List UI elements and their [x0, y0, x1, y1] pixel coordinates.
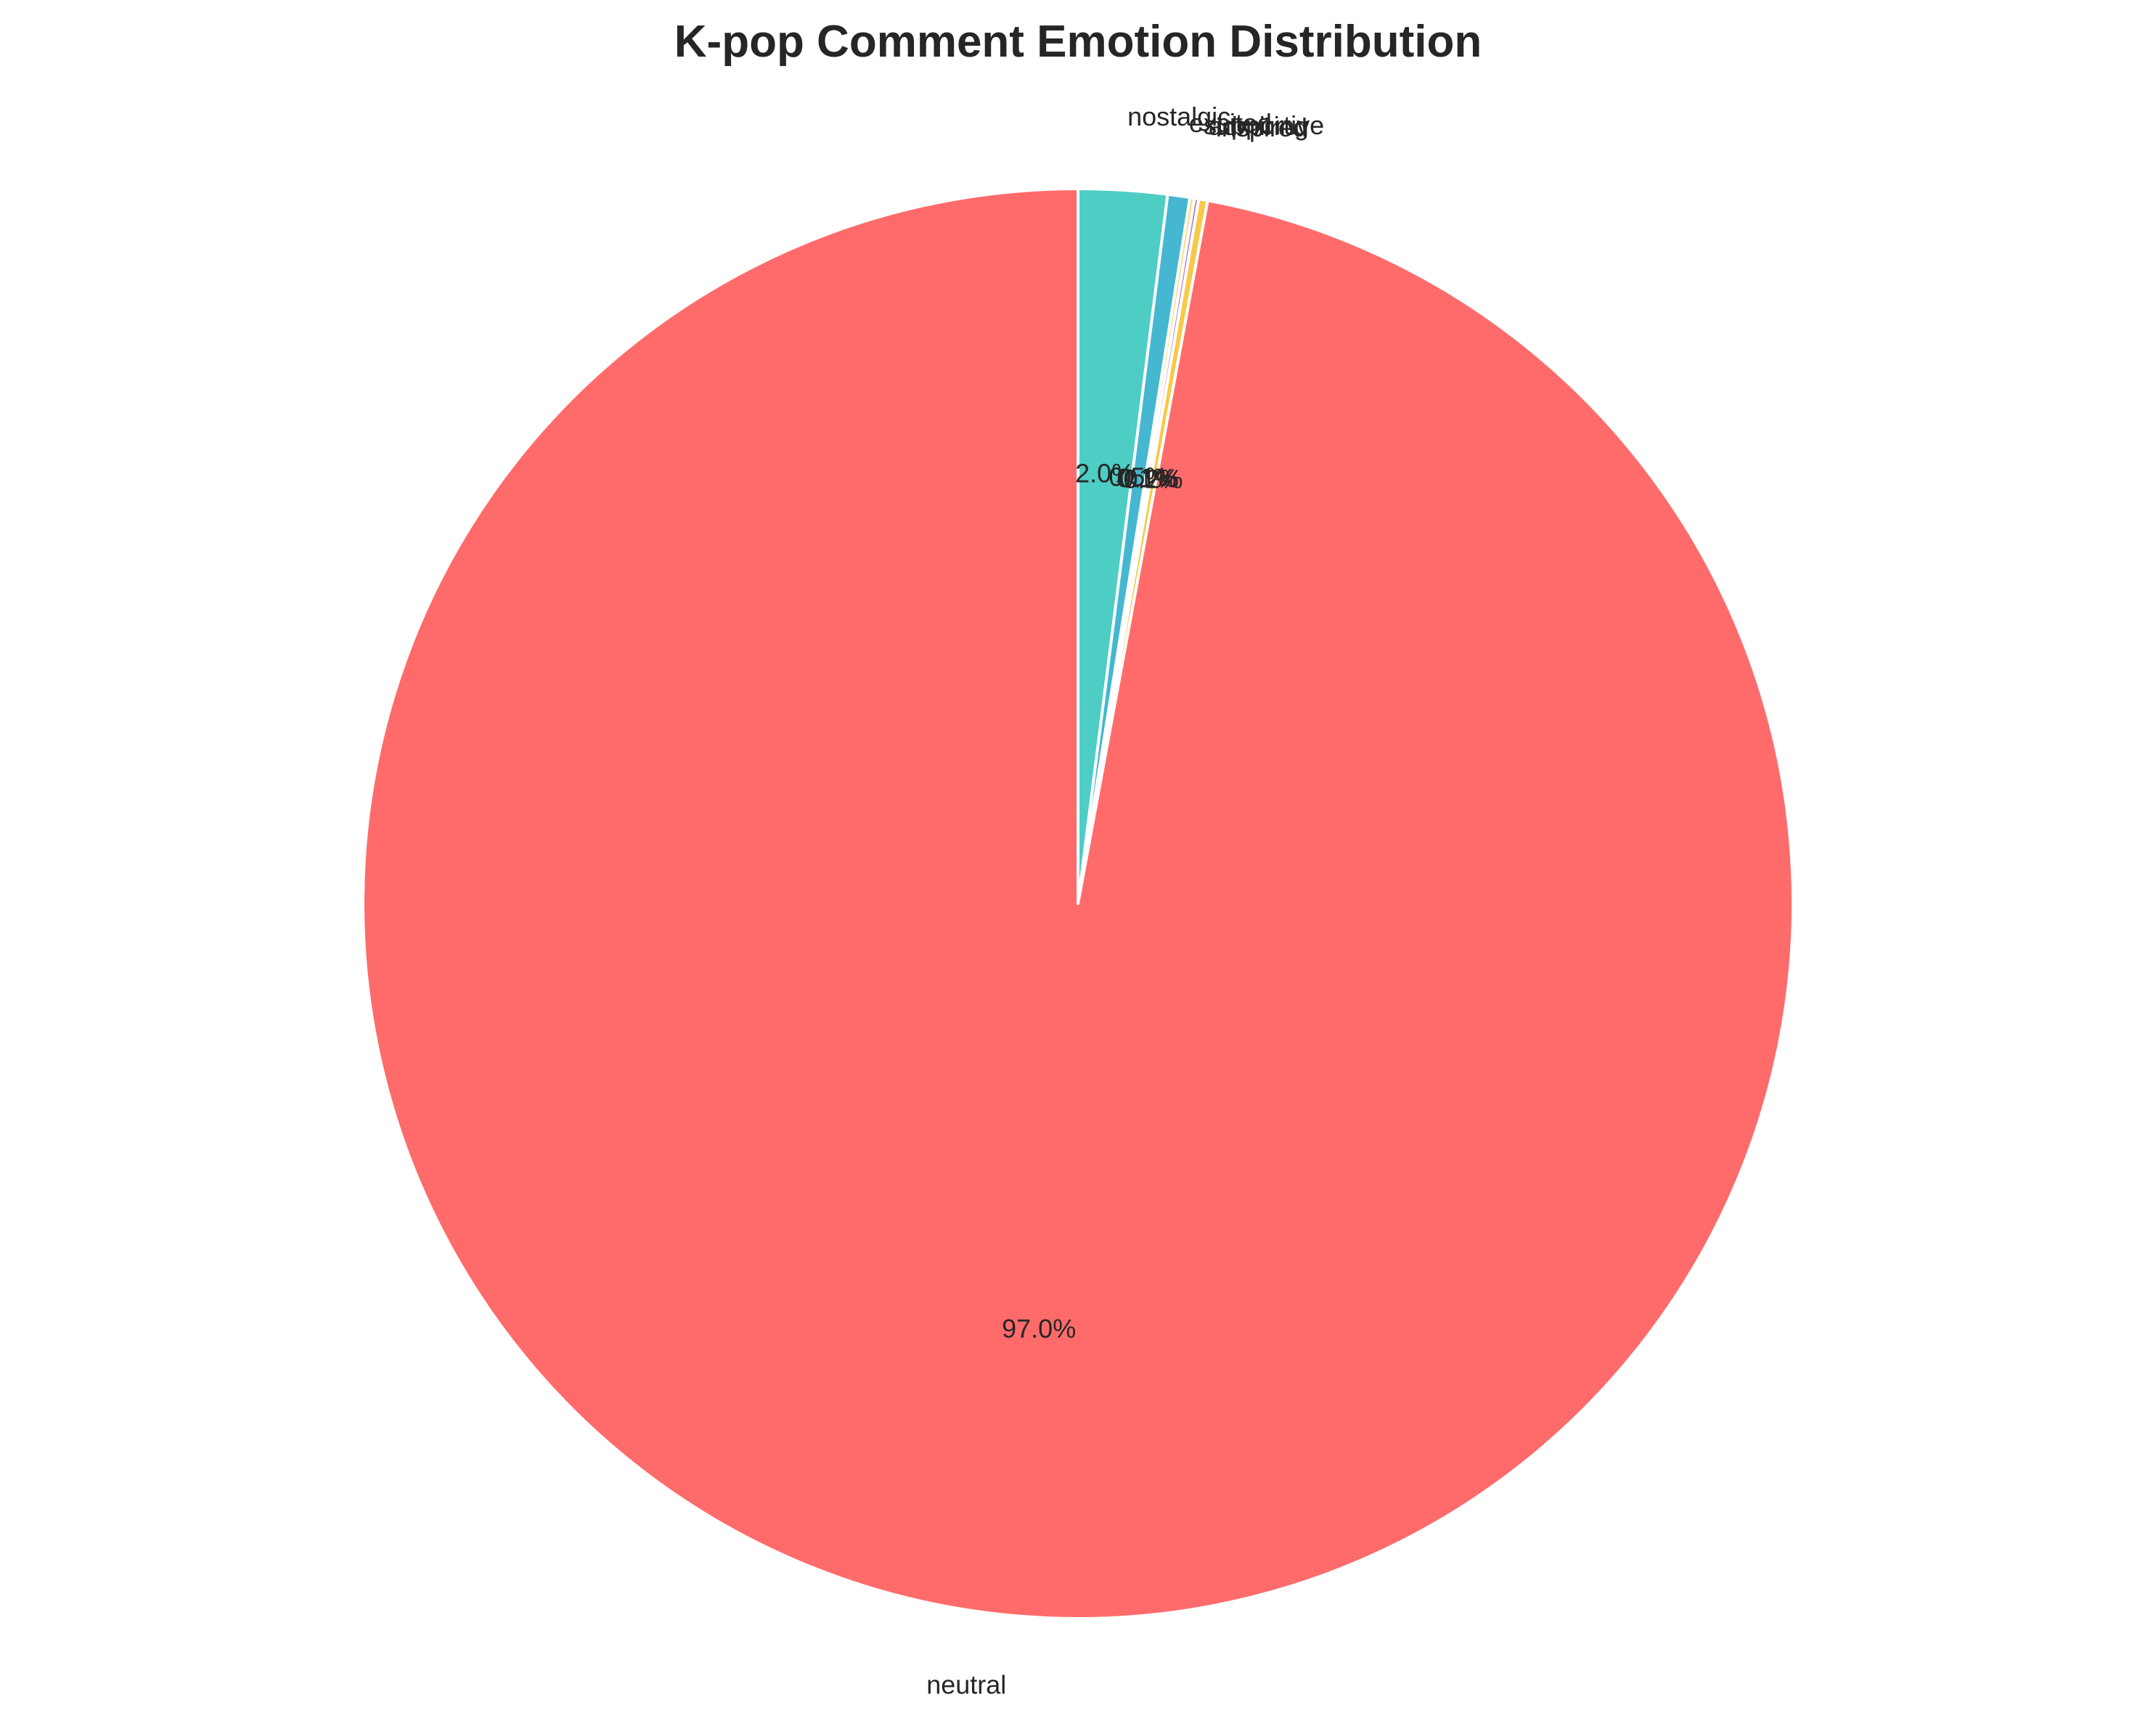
category-label-admiring: admiring: [1209, 111, 1309, 141]
percent-label-inspired: 0.2%: [1124, 465, 1183, 494]
category-label-inspired: inspired: [1216, 113, 1307, 142]
category-label-excited: excited: [1189, 108, 1272, 138]
percent-label-supportive: 0.1%: [1116, 463, 1176, 493]
percent-label-neutral: 97.0%: [1002, 1314, 1076, 1343]
percent-label-nostalgic: 2.0%: [1075, 459, 1135, 488]
pie-slices: [362, 187, 1794, 1620]
percent-label-excited: 0.5%: [1108, 462, 1168, 491]
percent-label-admiring: 0.1%: [1119, 464, 1179, 494]
category-label-supportive: supportive: [1204, 110, 1324, 140]
chart-title: K-pop Comment Emotion Distribution: [674, 17, 1482, 67]
pie-labels: nostalgic 2.0% excited 0.5% supportive 0.1% ad…: [926, 102, 1324, 1699]
pie-slice-neutral: [362, 187, 1794, 1620]
category-label-neutral: neutral: [926, 1670, 1006, 1700]
category-label-nostalgic: nostalgic: [1127, 102, 1230, 131]
